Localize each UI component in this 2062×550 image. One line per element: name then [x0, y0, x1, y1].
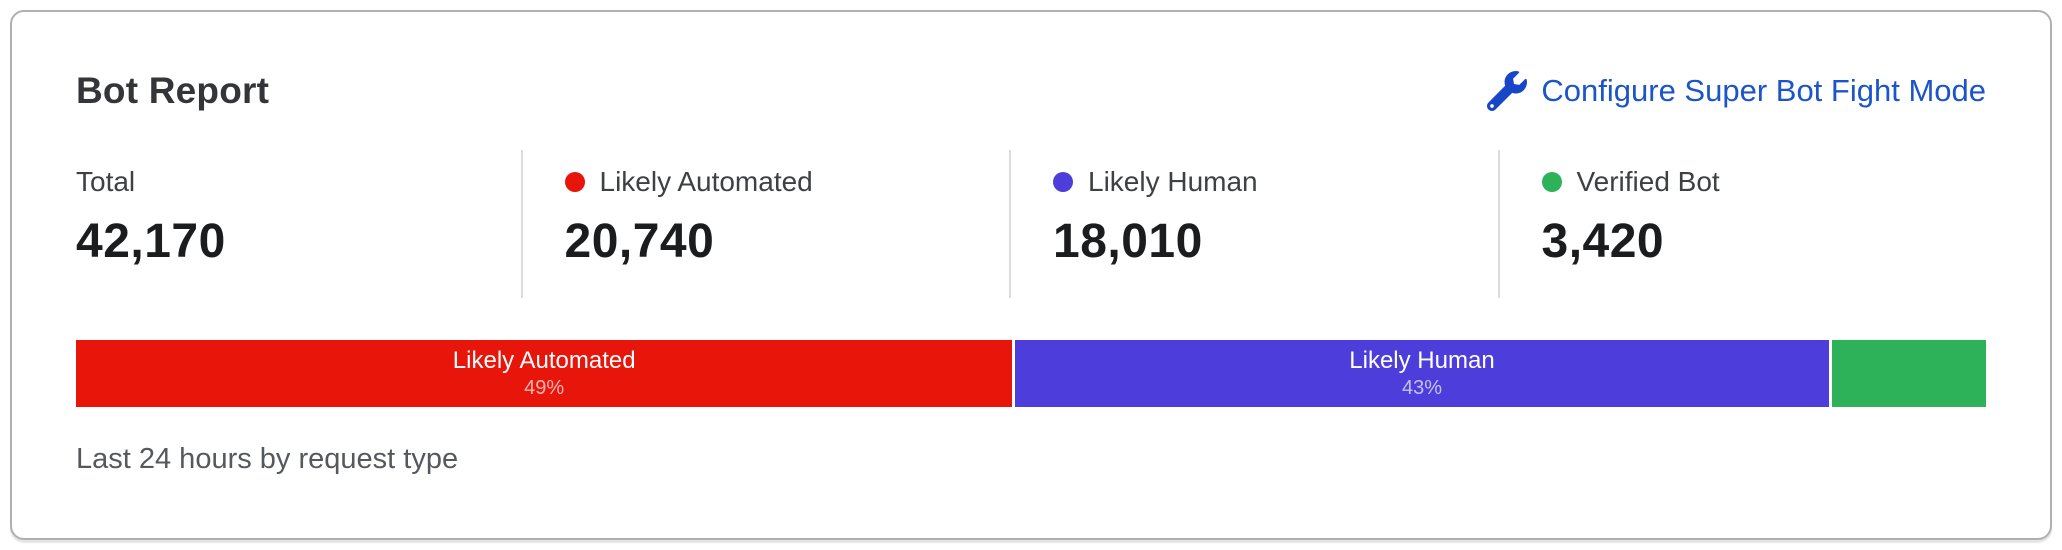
stat-total-label: Total	[76, 166, 136, 197]
bar-segment-percent: 43%	[1401, 376, 1442, 399]
bar-segment-likely-automated: Likely Automated 49%	[76, 340, 1013, 407]
configure-super-bot-fight-mode-link[interactable]: Configure Super Bot Fight Mode	[1487, 71, 1986, 111]
stat-likely-human-value: 18,010	[1053, 215, 1203, 268]
bot-report-card: Bot Report Configure Super Bot Fight Mod…	[10, 10, 2052, 540]
stat-likely-automated-value: 20,740	[564, 215, 715, 268]
stacked-bar-chart: Likely Automated 49% Likely Human 43%	[76, 340, 1987, 407]
bar-segment-label: Likely Automated	[452, 347, 636, 375]
stat-total: Total 42,170	[76, 150, 521, 298]
card-header: Bot Report Configure Super Bot Fight Mod…	[76, 70, 1986, 112]
stat-verified-bot: Verified Bot 3,420	[1497, 150, 1987, 298]
stats-row: Total 42,170 Likely Automated 20,740 Lik…	[76, 150, 1986, 298]
stat-likely-automated: Likely Automated 20,740	[520, 150, 1010, 298]
page-title: Bot Report	[76, 70, 270, 111]
bar-segment-label: Likely Human	[1349, 347, 1495, 375]
stat-verified-bot-label: Verified Bot	[1576, 166, 1720, 197]
stat-verified-bot-value: 3,420	[1541, 215, 1665, 268]
likely-human-dot-icon	[1053, 172, 1073, 192]
stat-likely-human-label: Likely Human	[1088, 166, 1258, 197]
chart-caption: Last 24 hours by request type	[76, 443, 459, 475]
wrench-icon	[1487, 71, 1528, 111]
bar-segment-likely-human: Likely Human 43%	[1015, 340, 1829, 407]
stat-likely-human: Likely Human 18,010	[1009, 150, 1498, 298]
stat-likely-automated-label: Likely Automated	[599, 166, 813, 197]
likely-automated-dot-icon	[564, 172, 585, 192]
stat-total-value: 42,170	[76, 215, 226, 268]
bar-segment-percent: 49%	[524, 376, 565, 399]
bar-segment-verified-bot	[1831, 340, 1987, 407]
verified-bot-dot-icon	[1541, 172, 1562, 192]
config-link-label: Configure Super Bot Fight Mode	[1541, 73, 1986, 108]
